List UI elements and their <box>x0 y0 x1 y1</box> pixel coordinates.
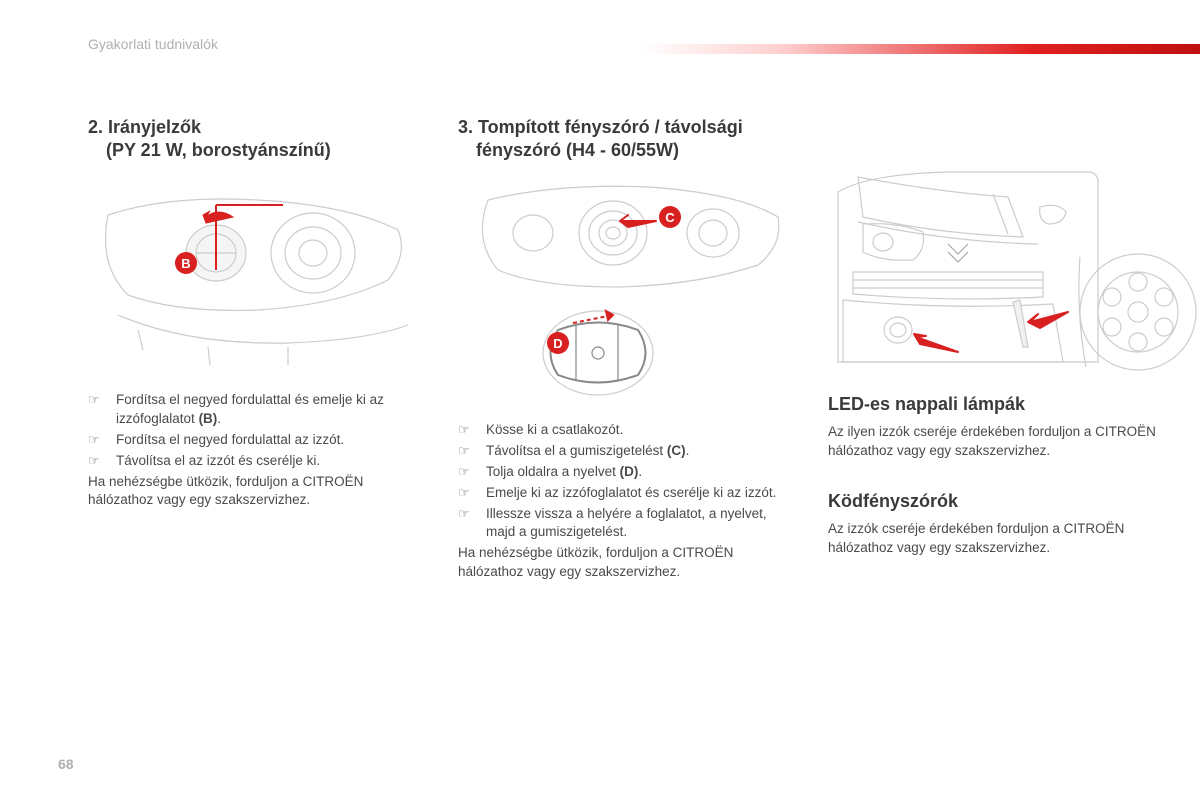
pointer-icon: ☞ <box>88 391 116 429</box>
spacer <box>828 116 1170 162</box>
column-led-fog: LED-es nappali lámpák Az ilyen izzók cse… <box>828 116 1170 582</box>
step-item: ☞ Távolítsa el a gumiszigetelést (C). <box>458 442 798 461</box>
pointer-icon: ☞ <box>458 421 486 440</box>
step-text: Távolítsa el az izzót és cserélje ki. <box>116 452 428 471</box>
column-indicators: 2. Irányjelzők (PY 21 W, borostyánszínű) <box>88 116 428 582</box>
step-item: ☞ Fordítsa el negyed fordulattal az izzó… <box>88 431 428 450</box>
pointer-icon: ☞ <box>458 505 486 543</box>
column-headlamps: 3. Tompított fényszóró / távolsági fénys… <box>458 116 798 582</box>
step-item: ☞ Fordítsa el negyed fordulattal és emel… <box>88 391 428 429</box>
svg-text:C: C <box>665 210 675 225</box>
step-text: Emelje ki az izzófoglalatot és cserélje … <box>486 484 798 503</box>
svg-text:B: B <box>181 256 190 271</box>
pointer-icon: ☞ <box>88 452 116 471</box>
step-item: ☞ Távolítsa el az izzót és cserélje ki. <box>88 452 428 471</box>
text-foglamps: Az izzók cseréje érdekében forduljon a C… <box>828 520 1170 558</box>
diagram-headlamp-bulb: C D <box>458 175 798 405</box>
text-led-drl: Az ilyen izzók cseréje érdekében fordulj… <box>828 423 1170 461</box>
step-text: Fordítsa el negyed fordulattal az izzót. <box>116 431 428 450</box>
heading-line-1: 2. Irányjelzők <box>88 117 201 137</box>
step-text: Illessze vissza a helyére a foglalatot, … <box>486 505 798 543</box>
page-number: 68 <box>58 756 74 772</box>
section-label: Gyakorlati tudnivalók <box>88 36 218 52</box>
diagram-car-front <box>828 162 1170 378</box>
step-text: Távolítsa el a gumiszigetelést (C). <box>486 442 798 461</box>
heading-headlamps: 3. Tompított fényszóró / távolsági fénys… <box>458 116 798 161</box>
footer-note-indicators: Ha nehézségbe ütközik, forduljon a CITRO… <box>88 473 428 511</box>
step-text: Kösse ki a csatlakozót. <box>486 421 798 440</box>
step-item: ☞ Tolja oldalra a nyelvet (D). <box>458 463 798 482</box>
heading-led-drl: LED-es nappali lámpák <box>828 394 1170 415</box>
step-item: ☞ Kösse ki a csatlakozót. <box>458 421 798 440</box>
heading-line-2: fényszóró (H4 - 60/55W) <box>458 140 679 160</box>
heading-line-2: (PY 21 W, borostyánszínű) <box>88 140 331 160</box>
heading-line-1: 3. Tompított fényszóró / távolsági <box>458 117 743 137</box>
step-item: ☞ Emelje ki az izzófoglalatot és cserélj… <box>458 484 798 503</box>
step-text: Tolja oldalra a nyelvet (D). <box>486 463 798 482</box>
heading-indicators: 2. Irányjelzők (PY 21 W, borostyánszínű) <box>88 116 428 161</box>
content-area: 2. Irányjelzők (PY 21 W, borostyánszínű) <box>88 116 1170 582</box>
svg-text:D: D <box>553 336 562 351</box>
pointer-icon: ☞ <box>458 484 486 503</box>
footer-note-headlamps: Ha nehézségbe ütközik, forduljon a CITRO… <box>458 544 798 582</box>
pointer-icon: ☞ <box>88 431 116 450</box>
page-header: Gyakorlati tudnivalók <box>0 36 1200 58</box>
steps-list-headlamps: ☞ Kösse ki a csatlakozót. ☞ Távolítsa el… <box>458 421 798 542</box>
heading-foglamps: Ködfényszórók <box>828 491 1170 512</box>
pointer-icon: ☞ <box>458 442 486 461</box>
step-text: Fordítsa el negyed fordulattal és emelje… <box>116 391 428 429</box>
diagram-indicator-bulb: B <box>88 175 428 375</box>
pointer-icon: ☞ <box>458 463 486 482</box>
steps-list-indicators: ☞ Fordítsa el negyed fordulattal és emel… <box>88 391 428 471</box>
step-item: ☞ Illessze vissza a helyére a foglalatot… <box>458 505 798 543</box>
header-gradient-bar <box>640 44 1200 54</box>
